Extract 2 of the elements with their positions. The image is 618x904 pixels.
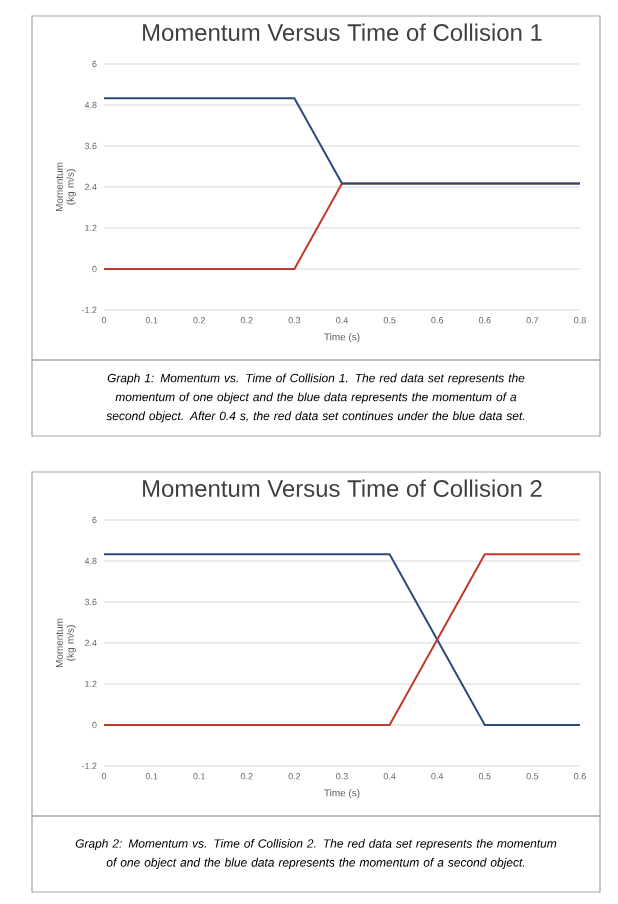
chart-title: Momentum Versus Time of Collision 1: [143, 23, 542, 41]
chart-title: Momentum Versus Time of Collision 2: [143, 479, 542, 497]
